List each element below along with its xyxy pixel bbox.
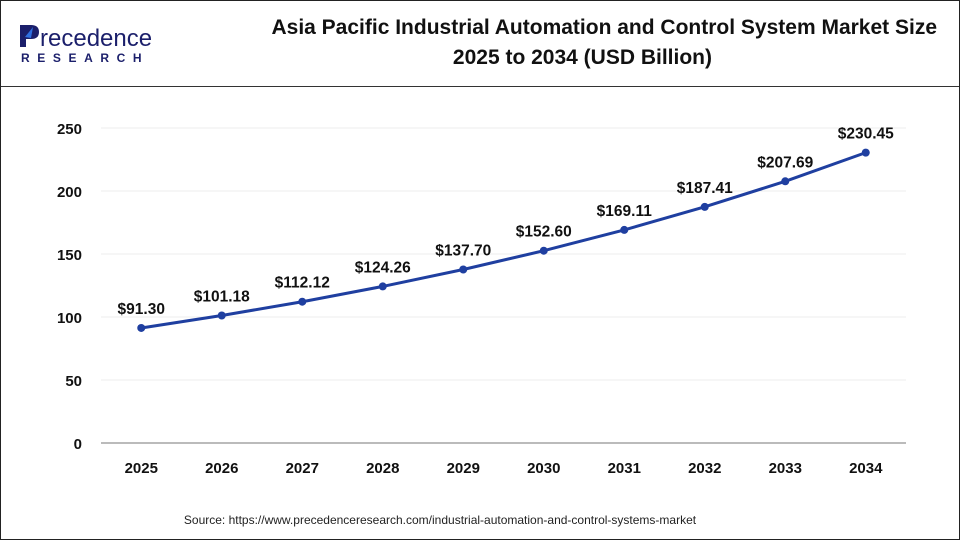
data-point xyxy=(217,311,226,320)
data-label: $91.30 xyxy=(118,301,165,318)
data-point xyxy=(539,246,548,255)
data-label: $152.60 xyxy=(516,224,572,241)
y-tick-label: 50 xyxy=(65,373,82,390)
x-tick-label: 2034 xyxy=(849,460,883,477)
data-label: $124.26 xyxy=(355,259,411,276)
data-label: $187.41 xyxy=(677,180,733,197)
x-tick-label: 2030 xyxy=(527,460,560,477)
y-tick-label: 200 xyxy=(57,184,82,201)
y-tick-label: 100 xyxy=(57,310,82,327)
data-point xyxy=(700,202,709,211)
data-label: $112.12 xyxy=(275,275,330,292)
logo-wordmark: recedence xyxy=(40,25,152,52)
data-point xyxy=(861,148,870,157)
title-line-2: 2025 to 2034 (USD Billion) xyxy=(452,46,712,69)
x-tick-label: 2032 xyxy=(688,460,721,477)
data-point xyxy=(137,323,146,332)
x-tick-label: 2027 xyxy=(286,460,319,477)
x-tick-label: 2028 xyxy=(366,460,399,477)
x-tick-label: 2029 xyxy=(447,460,480,477)
data-label: $101.18 xyxy=(194,289,250,306)
series-line xyxy=(141,151,867,330)
header: recedence RESEARCH Asia Pacific Industri… xyxy=(1,1,959,87)
data-point xyxy=(781,177,790,186)
chart-title: Asia Pacific Industrial Automation and C… xyxy=(177,13,937,73)
source-text: Source: https://www.precedenceresearch.c… xyxy=(183,513,697,527)
x-tick-label: 2025 xyxy=(125,460,158,477)
data-label: $169.11 xyxy=(597,203,653,220)
source-note: Source: https://www.precedenceresearch.c… xyxy=(1,513,959,527)
x-tick-label: 2031 xyxy=(608,460,641,477)
data-label: $230.45 xyxy=(838,126,894,143)
data-point xyxy=(298,297,307,306)
data-point xyxy=(378,282,387,291)
data-point xyxy=(459,265,468,274)
data-label: $137.70 xyxy=(435,242,491,259)
y-tick-label: 150 xyxy=(57,247,82,264)
x-tick-label: 2033 xyxy=(769,460,802,477)
x-tick-label: 2026 xyxy=(205,460,238,477)
y-tick-label: 250 xyxy=(57,121,82,138)
y-tick-label: 0 xyxy=(74,436,82,453)
precedence-research-logo: recedence RESEARCH xyxy=(20,25,152,65)
data-label: $207.69 xyxy=(757,154,813,171)
logo-subtitle: RESEARCH xyxy=(21,51,149,65)
data-point xyxy=(620,225,629,234)
title-line-1: Asia Pacific Industrial Automation and C… xyxy=(271,16,937,39)
